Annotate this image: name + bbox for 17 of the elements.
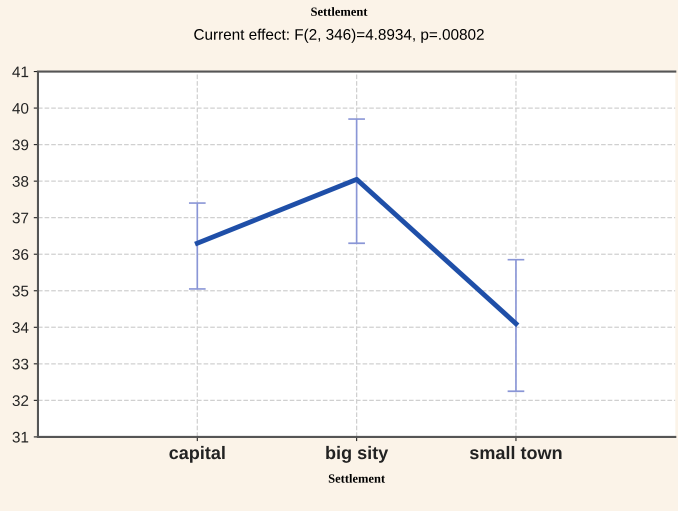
- chart-subtitle: Current effect: F(2, 346)=4.8934, p=.00802: [194, 28, 484, 43]
- y-tick-label: 32: [12, 395, 28, 406]
- y-tick-label: 33: [12, 358, 28, 370]
- chart-title: Settlement: [311, 7, 368, 16]
- y-tick-label: 38: [12, 176, 28, 187]
- y-tick-label: 41: [12, 66, 28, 78]
- y-tick-label: 40: [12, 102, 28, 114]
- y-tick-label: 31: [12, 432, 28, 443]
- y-tick-label: 35: [12, 286, 28, 296]
- x-tick-label: capital: [169, 446, 225, 463]
- y-tick-label: 39: [12, 139, 28, 150]
- x-axis-title: Settlement: [328, 474, 386, 483]
- y-tick-label: 37: [12, 212, 28, 224]
- y-tick-label: 36: [12, 249, 28, 260]
- x-tick-label: small town: [470, 446, 562, 460]
- x-tick-label: big sity: [326, 446, 388, 463]
- y-tick-label: 34: [12, 322, 28, 333]
